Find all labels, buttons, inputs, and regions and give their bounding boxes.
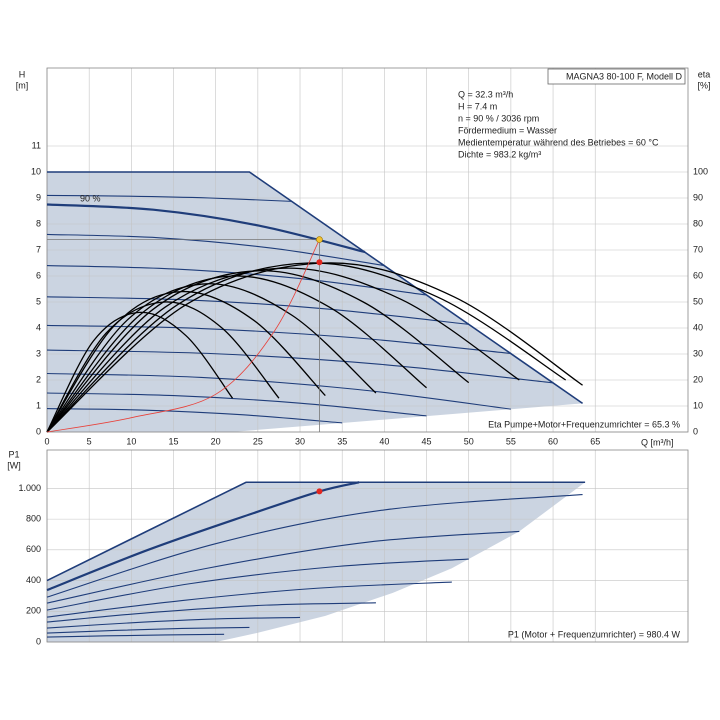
- operating-range: [47, 482, 586, 642]
- y-axis-unit: [m]: [16, 80, 29, 90]
- x-tick-label: 5: [87, 436, 92, 446]
- x-axis-label: Q [m³/h]: [641, 437, 674, 447]
- y-tick-label: 600: [26, 544, 41, 554]
- y-tick-label: 3: [36, 348, 41, 358]
- speed-curve: [46, 349, 554, 384]
- info-line: Dichte = 983.2 kg/m³: [458, 149, 541, 159]
- y-tick-label: 1.000: [18, 483, 41, 493]
- y2-tick-label: 10: [693, 400, 703, 410]
- y-tick-label: 1: [36, 400, 41, 410]
- x-tick-label: 15: [169, 436, 179, 446]
- duty-point: [316, 236, 323, 243]
- max-curve: [47, 171, 584, 405]
- footer: Eta Pumpe+Motor+Frequenzumrichter = 65.3…: [488, 419, 680, 429]
- x-tick-label: 25: [253, 436, 263, 446]
- y-tick-label: 2: [36, 374, 41, 384]
- y2-tick-label: 40: [693, 322, 703, 332]
- speed-curve: [46, 633, 225, 638]
- y-axis-label: P1: [8, 449, 19, 459]
- speed-curve: [46, 372, 511, 410]
- y-axis-unit: [W]: [7, 460, 21, 470]
- speed-curve: [46, 233, 385, 267]
- speed-curve: [46, 408, 343, 424]
- y2-tick-label: 70: [693, 244, 703, 254]
- plot-border: [46, 67, 689, 433]
- y2-tick-label: 60: [693, 270, 703, 280]
- efficiency-curve: [46, 311, 234, 433]
- y2-axis-unit: [%]: [697, 80, 710, 90]
- speed-curve: [46, 324, 511, 355]
- efficiency-curve: [46, 262, 583, 433]
- x-tick-label: 20: [211, 436, 221, 446]
- x-tick-label: 60: [548, 436, 558, 446]
- x-tick-label: 0: [44, 436, 49, 446]
- y-tick-label: 200: [26, 606, 41, 616]
- y-tick-label: 0: [36, 636, 41, 646]
- efficiency-curve: [46, 267, 520, 433]
- y2-tick-label: 30: [693, 348, 703, 358]
- y-tick-label: 6: [36, 270, 41, 280]
- info: Q = 32.3 m³/h H = 7.4 m n = 90 % / 3036 rp…: [458, 89, 659, 159]
- y-tick-label: 11: [32, 140, 41, 150]
- y-axis-label: H: [19, 69, 26, 79]
- speed-curve: [46, 581, 452, 618]
- info-line: H = 7.4 m: [458, 101, 497, 111]
- duty-efficiency: [316, 259, 323, 266]
- y-tick-label: 8: [36, 218, 41, 228]
- speed-curve: [46, 493, 583, 598]
- speed-curve: [46, 616, 301, 629]
- x-tick-label: 35: [337, 436, 347, 446]
- x-tick-label: 40: [379, 436, 389, 446]
- x-tick-label: 30: [295, 436, 305, 446]
- y2-tick-label: 20: [693, 374, 703, 384]
- y2-tick-label: 80: [693, 218, 703, 228]
- plots: 0 5 10 15 20 25 30 35 40 45 50 55 60 6501234567891011…: [18, 67, 708, 646]
- speed-curve: [46, 530, 520, 604]
- system-curve: [46, 239, 320, 433]
- x-tick-label: 55: [506, 436, 516, 446]
- info-line: Medientemperatur während des Betriebes =…: [458, 137, 659, 147]
- y2-axis-label: eta: [698, 69, 711, 79]
- plot: 0 5 10 15 20 25 30 35 40 45 50 55 60 6501234567891011…: [31, 67, 708, 446]
- speed-curve: [46, 602, 376, 623]
- y-tick-label: 4: [36, 322, 41, 332]
- y-tick-label: 5: [36, 296, 41, 306]
- speed-curve: [46, 558, 469, 611]
- plot-border: [46, 449, 689, 643]
- y-tick-label: 9: [36, 192, 41, 202]
- footer: P1 (Motor + Frequenzumrichter) = 980.4 W: [508, 629, 681, 639]
- x-tick-label: 45: [422, 436, 432, 446]
- y2-tick-label: 90: [693, 192, 703, 202]
- max-curve: [46, 481, 586, 582]
- speed-curve: [46, 626, 250, 634]
- info-line: n = 90 % / 3036 rpm: [458, 113, 539, 123]
- speed-curve: [46, 296, 469, 325]
- model: MAGNA3 80-100 F, Modell D: [566, 71, 683, 81]
- speed-curve: [46, 194, 292, 202]
- x-tick-label: 65: [590, 436, 600, 446]
- x-tick-label: 50: [464, 436, 474, 446]
- speed-curve: [46, 481, 360, 592]
- y2-tick-label: 0: [693, 426, 698, 436]
- y2-tick-label: 100: [693, 166, 708, 176]
- y-tick-label: 10: [31, 166, 41, 176]
- y2-tick-label: 50: [693, 296, 703, 306]
- efficiency-curve: [46, 262, 567, 433]
- plot: 0 200 400 600 800 1.000: [18, 449, 689, 646]
- speed-curve: [46, 392, 427, 417]
- model-box: [547, 68, 686, 85]
- x-tick-label: 10: [126, 436, 136, 446]
- y-tick-label: 7: [36, 244, 41, 254]
- y-tick-label: 800: [26, 513, 41, 523]
- duty-power: [316, 488, 323, 495]
- y-tick-label: 400: [26, 575, 41, 585]
- efficiency-curve: [46, 301, 280, 433]
- info-line: Fördermedium = Wasser: [458, 125, 557, 135]
- curve-label: 90 %: [80, 193, 101, 203]
- info-line: Q = 32.3 m³/h: [458, 89, 513, 99]
- y-tick-label: 0: [36, 426, 41, 436]
